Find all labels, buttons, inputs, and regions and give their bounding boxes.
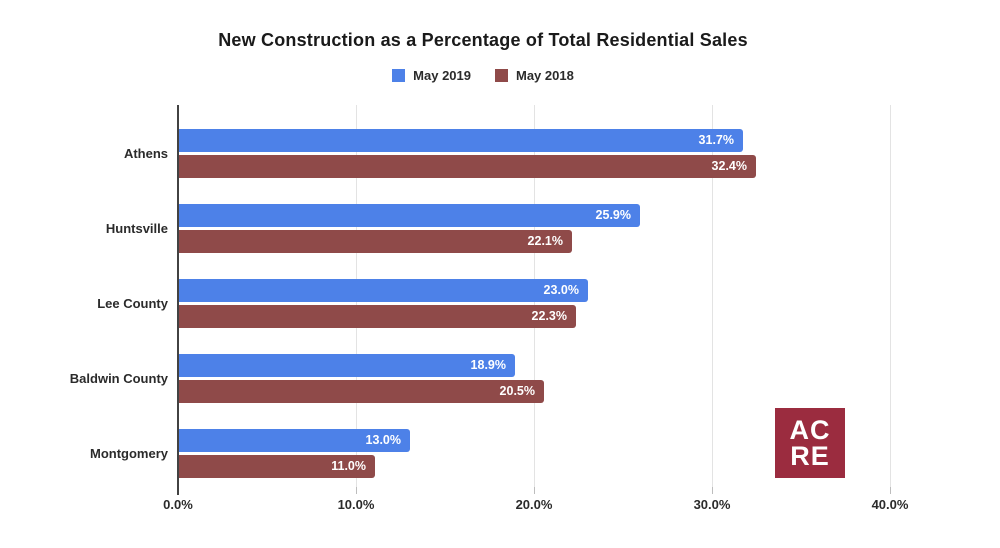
bar-value-label: 25.9% [595,208,631,222]
category-label-baldwin-county: Baldwin County [69,371,168,386]
bar-value-label: 22.1% [527,234,563,248]
bar-value-label: 23.0% [543,283,579,297]
bar-huntsville-may-2019[interactable]: 25.9% [179,204,640,227]
legend: May 2019 May 2018 [0,68,966,83]
acre-logo-line1: AC [789,414,831,445]
bar-athens-may-2019[interactable]: 31.7% [179,129,743,152]
category-label-huntsville: Huntsville [105,221,168,236]
bar-montgomery-may-2019[interactable]: 13.0% [179,429,410,452]
legend-swatch-icon [392,69,406,82]
bar-baldwin-county-may-2018[interactable]: 20.5% [179,380,544,403]
x-tick-label: 20.0% [515,497,553,512]
bar-lee-county-may-2019[interactable]: 23.0% [179,279,588,302]
legend-item-may-2018[interactable]: May 2018 [495,68,574,83]
tick-mark [890,487,891,494]
x-tick-label: 10.0% [337,497,375,512]
x-tick-label: 40.0% [871,497,909,512]
category-label-lee-county: Lee County [97,296,168,311]
gridline [890,105,891,487]
bar-value-label: 18.9% [470,358,506,372]
bar-lee-county-may-2018[interactable]: 22.3% [179,305,576,328]
chart-title: New Construction as a Percentage of Tota… [218,30,748,50]
tick-mark [356,487,357,494]
bar-value-label: 13.0% [365,433,401,447]
bar-value-label: 22.3% [531,309,567,323]
bar-athens-may-2018[interactable]: 32.4% [179,155,756,178]
plot-area: 31.7% 32.4% 25.9% 22.1% 23.0% 22.3% 18.9% 20.5%… [177,105,891,495]
category-label-athens: Athens [123,146,168,161]
tick-mark [712,487,713,494]
acre-logo-line2: RE [790,441,830,471]
bar-huntsville-may-2018[interactable]: 22.1% [179,230,572,253]
x-tick-label: 30.0% [693,497,731,512]
bar-value-label: 11.0% [331,459,366,473]
bar-montgomery-may-2018[interactable]: 11.0% [179,455,375,478]
bar-value-label: 31.7% [698,133,734,147]
legend-swatch-icon [495,69,508,82]
legend-item-may-2019[interactable]: May 2019 [392,68,471,83]
x-tick-label: 0.0% [163,497,193,512]
acre-logo: AC RE [775,408,845,478]
y-axis-line [177,105,179,495]
bar-value-label: 20.5% [499,384,535,398]
category-label-montgomery: Montgomery [90,446,168,461]
legend-label: May 2018 [516,68,574,83]
gridline [712,105,713,487]
tick-mark [534,487,535,494]
bar-value-label: 32.4% [711,159,747,173]
bar-baldwin-county-may-2019[interactable]: 18.9% [179,354,515,377]
legend-label: May 2019 [413,68,471,83]
